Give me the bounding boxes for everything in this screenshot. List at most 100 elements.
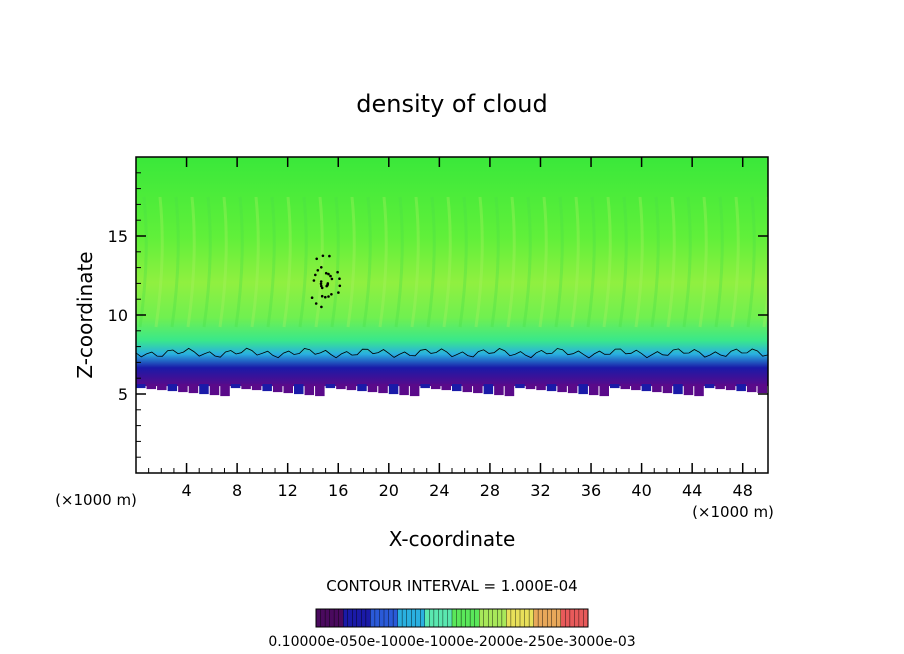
colorbar-swatch <box>479 608 485 628</box>
colorbar-swatch <box>565 608 571 628</box>
x-tick-label: 28 <box>480 481 500 500</box>
edge-blob <box>388 384 399 395</box>
texture-streak <box>362 196 372 328</box>
edge-blob <box>578 384 588 395</box>
colorbar-swatch <box>569 608 575 628</box>
contour-dot <box>320 305 323 309</box>
x-tick-label: 24 <box>429 481 449 500</box>
edge-blob <box>230 384 241 389</box>
texture-streak <box>378 196 388 328</box>
edge-blob <box>662 384 673 394</box>
colorbar-swatch <box>483 608 489 628</box>
y-tick-label: 5 <box>118 385 128 404</box>
x-unit-right: (×1000 m) <box>692 503 774 521</box>
x-tick-label: 20 <box>379 481 399 500</box>
contour-dot <box>320 284 323 288</box>
field-fill <box>136 157 768 387</box>
colorbar-swatch <box>533 608 539 628</box>
texture-streak <box>138 196 148 328</box>
colorbar-swatch <box>370 608 376 628</box>
edge-blob <box>715 384 725 390</box>
contour-dot <box>327 295 330 298</box>
edge-blob <box>262 384 272 392</box>
edge-blob <box>441 384 451 391</box>
texture-streak <box>538 196 548 328</box>
colorbar-swatch <box>537 608 544 628</box>
edge-blob <box>241 384 251 390</box>
texture-streak <box>618 196 628 328</box>
contour-dot <box>337 291 340 294</box>
colorbar-swatch <box>392 608 399 628</box>
edge-blob <box>357 384 367 392</box>
contour-dot <box>319 282 323 286</box>
colorbar-swatch <box>397 608 403 628</box>
edge-blob <box>283 384 293 394</box>
y-tick-label: 10 <box>108 306 128 325</box>
texture-streak <box>490 196 500 328</box>
y-axis-label: Z-coordinate <box>73 251 97 378</box>
texture-streak <box>458 196 468 328</box>
texture-streak <box>282 196 292 328</box>
contour-dot <box>315 257 319 261</box>
x-tick-label: 48 <box>733 481 753 500</box>
texture-streak <box>554 196 564 328</box>
colorbar-swatch <box>506 608 512 628</box>
edge-blob <box>494 384 504 396</box>
edge-blob <box>199 384 209 395</box>
edge-blob <box>736 384 746 392</box>
texture-streak <box>410 196 420 328</box>
texture-streak <box>298 196 308 328</box>
colorbar-swatch <box>556 608 562 628</box>
edge-blob <box>546 384 557 392</box>
colorbar-swatch <box>547 608 553 628</box>
x-tick-label: 4 <box>181 481 191 500</box>
x-tick-label: 36 <box>581 481 601 500</box>
colorbar-swatch <box>406 608 412 628</box>
texture-streak <box>602 196 612 328</box>
texture-streak <box>570 196 580 328</box>
texture-streak <box>698 196 708 328</box>
x-tick-label: 44 <box>682 481 702 500</box>
chart-title: density of cloud <box>356 90 547 118</box>
contour-dot <box>314 273 317 277</box>
contour-dot <box>312 279 316 282</box>
colorbar-swatch <box>492 608 498 628</box>
edge-blob <box>146 384 157 390</box>
colorbar-swatch <box>510 608 516 628</box>
edge-blob <box>473 384 483 394</box>
edge-blob <box>251 384 262 391</box>
texture-streak <box>682 196 692 328</box>
contour-dot <box>338 284 342 288</box>
contour-dot <box>319 280 323 283</box>
edge-blob <box>157 384 167 391</box>
edge-blob <box>167 384 178 392</box>
texture-streak <box>266 196 276 328</box>
colorbar-swatch <box>324 608 331 628</box>
colorbar-frame <box>315 608 589 628</box>
colorbar-swatch <box>329 608 335 628</box>
colorbar-swatch <box>578 608 584 628</box>
edge-blob <box>673 384 683 395</box>
y-axis-ticks: 5 10 15 <box>108 172 768 458</box>
edge-blob <box>515 384 525 389</box>
texture-streak <box>522 196 532 328</box>
colorbar-swatch <box>338 608 344 628</box>
edge-blob <box>304 384 315 396</box>
edge-blob <box>599 384 609 397</box>
texture-streak <box>426 196 436 328</box>
contour-cluster <box>310 254 342 309</box>
colorbar-swatch <box>501 608 507 628</box>
colorbar-swatch <box>542 608 548 628</box>
colorbar-swatch <box>361 608 367 628</box>
colorbar-swatch <box>497 608 503 628</box>
edge-blob <box>367 384 378 393</box>
colorbar-swatch <box>356 608 362 628</box>
contour-dot <box>324 271 328 275</box>
edge-blob <box>757 384 767 394</box>
contour-dot <box>328 254 331 258</box>
edge-blob <box>220 384 230 397</box>
edge-blob <box>588 384 599 396</box>
colorbar-swatch <box>560 608 566 628</box>
texture-streak <box>634 196 644 328</box>
